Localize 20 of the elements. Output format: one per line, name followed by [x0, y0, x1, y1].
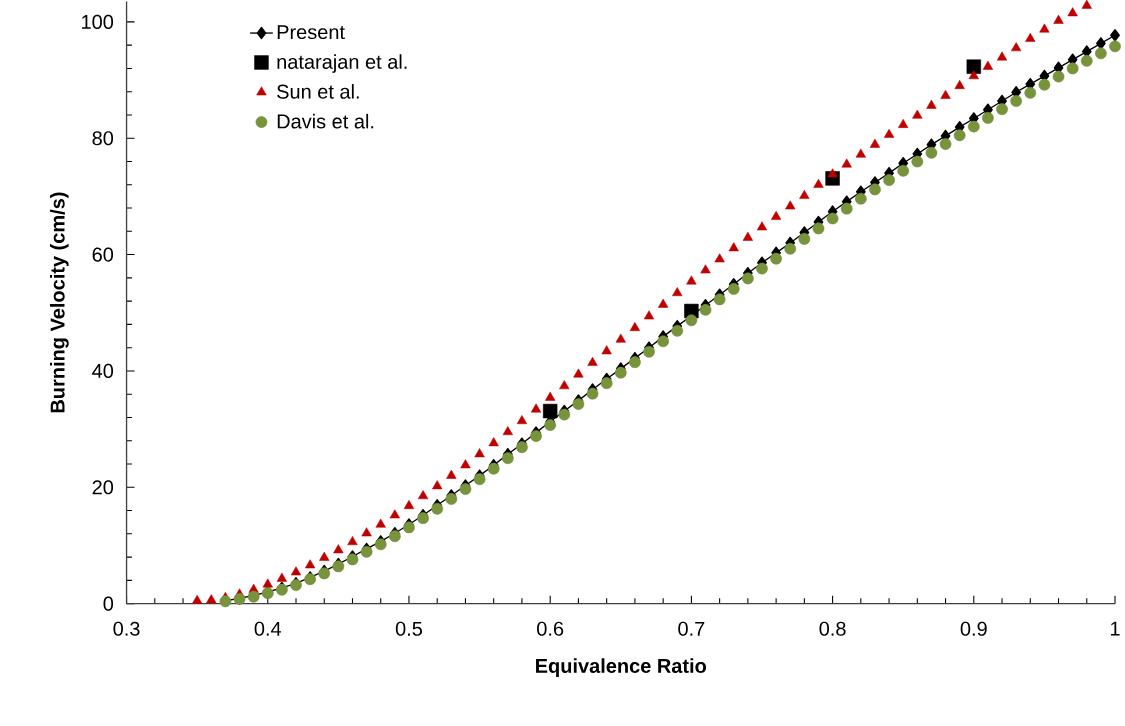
x-tick-label: 0.8 [819, 621, 846, 636]
x-axis-title: Equivalence Ratio [536, 658, 707, 677]
y-tick-label: 20 [92, 480, 114, 495]
legend-label: natarajan et al. [277, 54, 407, 73]
y-tick-label: 40 [92, 363, 114, 378]
y-tick-label: 0 [103, 596, 114, 611]
x-tick-label: 0.6 [537, 621, 564, 636]
x-tick-label: 0.9 [960, 621, 987, 636]
legend-label: Sun et al. [277, 83, 359, 99]
y-tick-label: 80 [92, 131, 114, 146]
y-tick-label: 60 [92, 247, 114, 262]
x-tick-label: 0.5 [395, 621, 423, 636]
y-tick-label: 100 [82, 14, 114, 29]
legend-label: Davis et al. [277, 113, 374, 129]
y-axis-title: Burning Velocity (cm/s) [50, 192, 69, 413]
x-tick-label: 0.7 [678, 621, 705, 636]
x-tick-label: 1 [1110, 621, 1120, 636]
x-tick-label: 0.4 [254, 621, 282, 636]
x-tick-label: 0.3 [113, 621, 140, 636]
legend-label: Present [277, 25, 345, 40]
